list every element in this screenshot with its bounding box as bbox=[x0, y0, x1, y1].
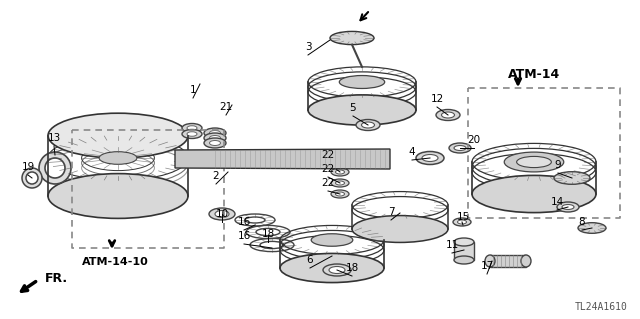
Text: 3: 3 bbox=[305, 42, 311, 52]
Ellipse shape bbox=[330, 31, 374, 45]
Ellipse shape bbox=[442, 112, 454, 118]
Ellipse shape bbox=[562, 204, 574, 210]
Ellipse shape bbox=[331, 168, 349, 176]
Text: 18: 18 bbox=[346, 263, 358, 273]
Ellipse shape bbox=[182, 130, 202, 138]
Bar bbox=[454, 242, 474, 260]
Text: 1: 1 bbox=[189, 85, 196, 95]
Ellipse shape bbox=[311, 234, 353, 246]
Text: 18: 18 bbox=[261, 229, 275, 239]
Ellipse shape bbox=[331, 179, 349, 187]
Ellipse shape bbox=[521, 255, 531, 267]
Text: TL24A1610: TL24A1610 bbox=[575, 302, 628, 312]
Ellipse shape bbox=[356, 120, 380, 130]
Ellipse shape bbox=[204, 133, 226, 143]
Ellipse shape bbox=[339, 76, 385, 88]
Ellipse shape bbox=[308, 95, 416, 125]
Text: ATM-14-10: ATM-14-10 bbox=[82, 257, 148, 267]
Ellipse shape bbox=[335, 192, 344, 196]
Ellipse shape bbox=[554, 172, 590, 184]
Ellipse shape bbox=[335, 170, 344, 174]
Text: 17: 17 bbox=[481, 261, 493, 271]
Ellipse shape bbox=[204, 128, 226, 138]
Text: 6: 6 bbox=[307, 255, 314, 265]
Ellipse shape bbox=[454, 256, 474, 264]
Ellipse shape bbox=[416, 152, 444, 165]
Text: 12: 12 bbox=[430, 94, 444, 104]
Text: 15: 15 bbox=[456, 212, 470, 222]
Text: 2: 2 bbox=[212, 171, 220, 181]
Text: 20: 20 bbox=[467, 135, 481, 145]
Text: 9: 9 bbox=[555, 160, 561, 170]
Ellipse shape bbox=[323, 264, 351, 276]
Text: 19: 19 bbox=[21, 162, 35, 172]
Circle shape bbox=[26, 172, 38, 184]
Text: 11: 11 bbox=[445, 240, 459, 250]
Circle shape bbox=[45, 158, 65, 178]
Ellipse shape bbox=[504, 152, 564, 172]
Ellipse shape bbox=[454, 238, 474, 246]
Text: 22: 22 bbox=[321, 178, 335, 188]
Ellipse shape bbox=[485, 255, 495, 267]
Text: 7: 7 bbox=[388, 207, 394, 217]
Ellipse shape bbox=[449, 143, 471, 153]
Ellipse shape bbox=[48, 113, 188, 158]
Ellipse shape bbox=[187, 126, 197, 130]
Ellipse shape bbox=[99, 152, 137, 164]
Ellipse shape bbox=[472, 175, 596, 212]
Circle shape bbox=[39, 152, 71, 184]
Ellipse shape bbox=[215, 211, 229, 218]
Text: 22: 22 bbox=[321, 150, 335, 160]
Text: 4: 4 bbox=[409, 147, 415, 157]
Text: 13: 13 bbox=[47, 133, 61, 143]
Ellipse shape bbox=[436, 109, 460, 121]
Text: 16: 16 bbox=[237, 217, 251, 227]
Ellipse shape bbox=[209, 136, 221, 140]
Text: 14: 14 bbox=[550, 197, 564, 207]
Text: FR.: FR. bbox=[45, 272, 68, 286]
Ellipse shape bbox=[362, 122, 374, 128]
Ellipse shape bbox=[187, 132, 197, 136]
Text: 22: 22 bbox=[321, 164, 335, 174]
Text: 5: 5 bbox=[349, 103, 356, 113]
Ellipse shape bbox=[516, 156, 552, 167]
Text: ATM-14: ATM-14 bbox=[508, 69, 560, 81]
Ellipse shape bbox=[280, 253, 384, 283]
Bar bbox=[490, 255, 526, 267]
Ellipse shape bbox=[352, 216, 448, 242]
Ellipse shape bbox=[331, 190, 349, 198]
Ellipse shape bbox=[329, 266, 345, 273]
Ellipse shape bbox=[209, 130, 221, 136]
Ellipse shape bbox=[182, 123, 202, 132]
Ellipse shape bbox=[209, 140, 221, 145]
Ellipse shape bbox=[335, 181, 344, 185]
Text: 8: 8 bbox=[579, 217, 586, 227]
Ellipse shape bbox=[48, 174, 188, 219]
Ellipse shape bbox=[454, 145, 466, 151]
Text: 21: 21 bbox=[220, 102, 232, 112]
Polygon shape bbox=[175, 149, 390, 169]
Ellipse shape bbox=[578, 223, 606, 233]
Ellipse shape bbox=[458, 220, 467, 224]
Ellipse shape bbox=[453, 218, 471, 226]
Text: 10: 10 bbox=[216, 209, 228, 219]
Ellipse shape bbox=[557, 202, 579, 212]
Ellipse shape bbox=[422, 154, 438, 161]
Ellipse shape bbox=[209, 208, 235, 220]
Circle shape bbox=[22, 168, 42, 188]
Ellipse shape bbox=[204, 138, 226, 148]
Text: 16: 16 bbox=[237, 231, 251, 241]
